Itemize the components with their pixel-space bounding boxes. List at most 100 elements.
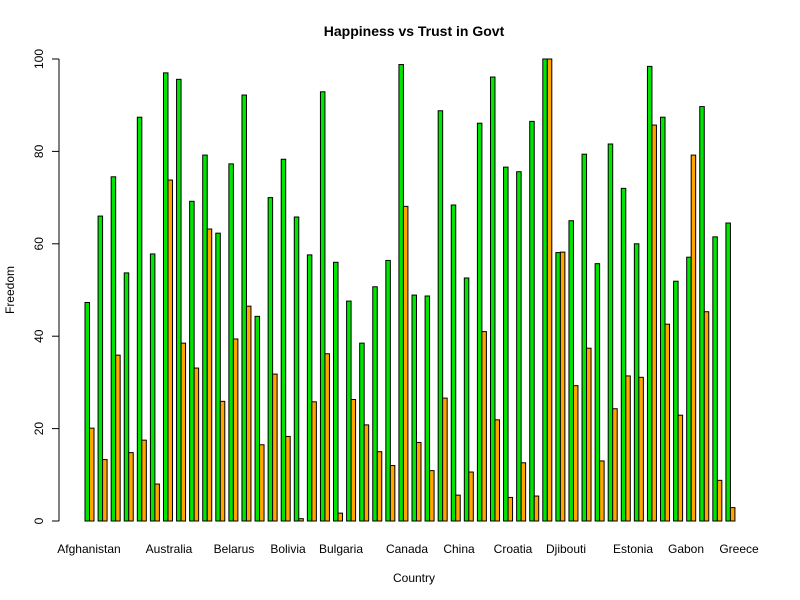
bar-happiness <box>411 294 417 522</box>
bar-happiness <box>699 106 705 522</box>
bar-trust <box>389 465 396 522</box>
bar-happiness <box>594 263 601 522</box>
bar-happiness <box>385 259 391 522</box>
bar-trust <box>285 435 291 522</box>
bar-happiness <box>162 72 169 522</box>
bar-happiness <box>202 154 208 522</box>
x-tick-label: Croatia <box>494 542 533 556</box>
bar-happiness <box>503 166 509 522</box>
bar-trust <box>507 496 514 522</box>
bar-trust <box>494 419 500 522</box>
bar-happiness <box>489 76 496 522</box>
bar-trust <box>206 228 213 522</box>
bar-trust <box>677 414 684 522</box>
x-tick-label: Afghanistan <box>57 542 120 556</box>
bar-trust <box>599 460 605 522</box>
bar-happiness <box>136 116 143 522</box>
bar-happiness <box>189 200 195 522</box>
bar-trust <box>89 427 95 522</box>
y-tick-label: 100 <box>32 49 46 69</box>
bar-happiness <box>346 300 352 522</box>
bar-trust <box>546 58 553 522</box>
bar-happiness <box>123 272 130 522</box>
bar-trust <box>455 494 461 522</box>
bar-trust <box>272 373 278 522</box>
bar-happiness <box>712 236 718 522</box>
bar-happiness <box>359 342 365 522</box>
y-tick-label: 20 <box>32 422 46 436</box>
bar-happiness <box>97 215 104 522</box>
bar-trust <box>638 376 644 522</box>
bar-happiness <box>450 204 457 522</box>
bar-trust <box>690 154 697 522</box>
bar-happiness <box>241 94 247 522</box>
bar-trust <box>468 471 474 522</box>
bar-trust <box>586 347 592 522</box>
bar-happiness <box>110 176 117 522</box>
bar-trust <box>363 424 370 522</box>
bar-happiness <box>333 261 339 522</box>
bar-happiness <box>280 158 287 522</box>
y-axis: 0 20 40 60 80 100 <box>32 49 60 524</box>
bar-trust <box>180 342 187 522</box>
bar-happiness <box>254 315 261 522</box>
bar-trust <box>167 179 173 522</box>
x-axis-tick-labels: Afghanistan Australia Belarus Bolivia Bulgar… <box>57 542 759 556</box>
bar-trust <box>481 331 487 522</box>
bar-trust <box>729 507 736 522</box>
bar-trust <box>232 338 239 522</box>
bar-trust <box>416 441 422 522</box>
bar-trust <box>559 251 566 522</box>
bar-happiness <box>84 301 90 522</box>
x-tick-label: Greece <box>719 542 759 556</box>
bar-happiness <box>607 143 614 522</box>
bar-trust <box>429 470 435 522</box>
bar-happiness <box>581 153 588 522</box>
bar-trust <box>154 483 160 522</box>
bars-group <box>84 58 736 522</box>
bar-trust <box>651 124 657 522</box>
bar-happiness <box>673 280 679 522</box>
bar-trust <box>193 367 200 522</box>
bar-trust <box>376 451 383 522</box>
bar-trust <box>324 353 330 522</box>
bar-happiness <box>568 220 574 522</box>
bar-happiness <box>372 286 378 522</box>
x-tick-label: Canada <box>386 542 428 556</box>
bar-trust <box>102 459 108 522</box>
bar-trust <box>625 375 631 522</box>
bar-happiness <box>633 243 640 522</box>
bar-happiness <box>306 254 313 522</box>
bar-trust <box>572 385 579 522</box>
bar-happiness <box>293 216 300 522</box>
x-tick-label: Djibouti <box>546 542 586 556</box>
bar-trust <box>115 354 121 522</box>
bar-happiness <box>529 120 535 522</box>
bar-trust <box>664 323 671 522</box>
bar-happiness <box>555 252 561 522</box>
bar-trust <box>402 205 409 522</box>
bar-trust <box>245 305 252 522</box>
y-axis-label: Freedom <box>3 266 17 314</box>
bar-happiness <box>176 78 182 522</box>
bar-trust <box>298 518 304 522</box>
y-tick-label: 40 <box>32 329 46 343</box>
x-tick-label: Estonia <box>613 542 653 556</box>
bar-trust <box>311 401 317 522</box>
x-tick-label: Bolivia <box>270 542 306 556</box>
x-tick-label: China <box>443 542 475 556</box>
bar-happiness <box>646 65 653 522</box>
bar-trust <box>259 444 265 522</box>
y-tick-label: 0 <box>32 517 46 524</box>
bar-happiness <box>660 116 666 522</box>
bar-happiness <box>319 91 326 522</box>
x-axis-label: Country <box>393 571 435 585</box>
bar-happiness <box>686 256 692 522</box>
x-tick-label: Belarus <box>214 542 255 556</box>
bar-trust <box>141 439 147 522</box>
bar-happiness <box>542 58 548 522</box>
x-tick-label: Gabon <box>668 542 704 556</box>
bar-trust <box>612 408 618 522</box>
bar-happiness <box>516 171 522 522</box>
